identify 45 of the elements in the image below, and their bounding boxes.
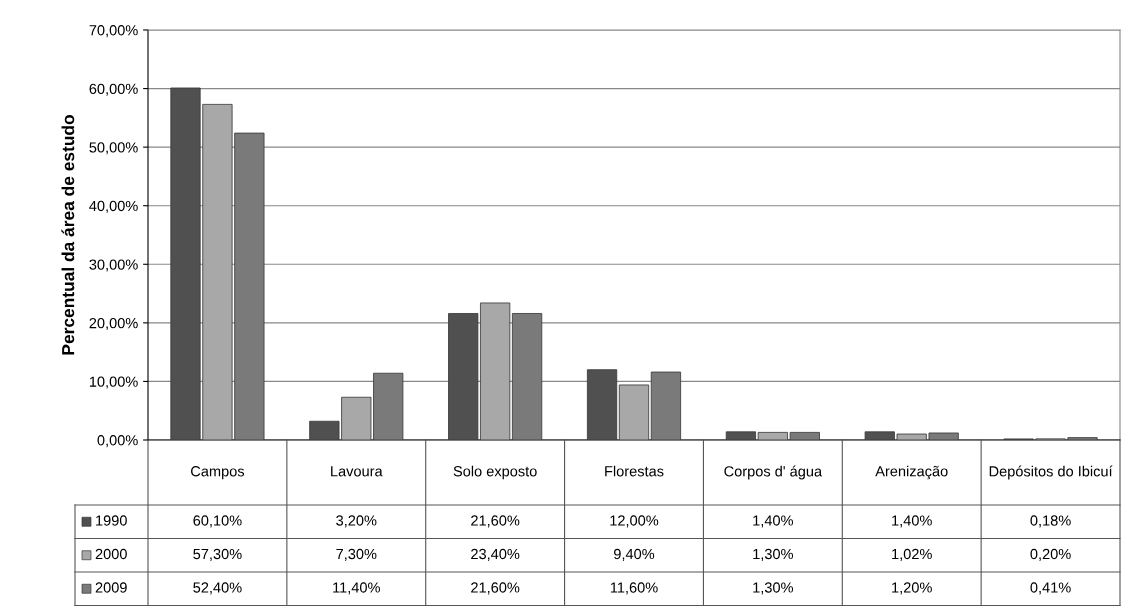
x-tick-label: Corpos d' água [724, 465, 823, 480]
y-tick-label: 20,00% [89, 317, 138, 331]
data-label: 1,40% [753, 515, 794, 528]
legend-label: 1990 [96, 515, 127, 526]
data-label: 9,40% [614, 548, 655, 561]
data-label: 12,00% [610, 515, 659, 528]
x-tick-label: Depósitos do Ibicuí [989, 465, 1113, 480]
x-tick-label: Solo exposto [453, 465, 537, 480]
data-label: 3,20% [336, 515, 377, 528]
y-tick-label: 40,00% [89, 200, 138, 213]
bar [511, 313, 543, 440]
bar [650, 371, 682, 440]
y-tick-label: 50,00% [89, 142, 138, 155]
x-tick-label: Lavoura [331, 466, 383, 477]
data-label: 1,40% [892, 515, 932, 528]
legend-label: 2009 [95, 582, 127, 593]
data-label: 1,02% [892, 548, 932, 561]
bar [586, 369, 618, 440]
y-tick-label: 30,00% [89, 259, 138, 272]
legend-label: 2000 [95, 548, 127, 560]
data-label: 0,20% [1030, 548, 1071, 561]
x-tick-label: Arenização [875, 465, 948, 480]
y-tick-label: 60,00% [89, 83, 138, 96]
data-label: 0,41% [1030, 582, 1071, 595]
data-label: 21,60% [471, 515, 520, 528]
data-label: 11,60% [610, 582, 658, 595]
y-axis-title: Percentual da área de estudo [61, 115, 75, 355]
bar [618, 384, 650, 440]
x-tick-label: Florestas [605, 465, 664, 477]
data-label: 57,30% [193, 548, 242, 561]
data-label: 1,30% [753, 582, 794, 595]
y-tick-label: 70,00% [89, 25, 138, 38]
bar [725, 431, 757, 440]
data-label: 7,30% [336, 548, 377, 561]
y-tick-label: 10,00% [89, 376, 138, 389]
data-label: 1,30% [753, 548, 794, 561]
data-label: 0,18% [1030, 515, 1071, 528]
y-tick-label: 0,00% [97, 435, 138, 448]
x-tick-label: Campos [191, 466, 245, 480]
data-label: 23,40% [471, 548, 520, 561]
data-label: 60,10% [193, 515, 242, 528]
data-label: 1,20% [892, 582, 932, 595]
data-label: 52,40% [193, 582, 242, 595]
data-label: 11,40% [333, 582, 380, 595]
data-label: 21,60% [471, 582, 520, 595]
